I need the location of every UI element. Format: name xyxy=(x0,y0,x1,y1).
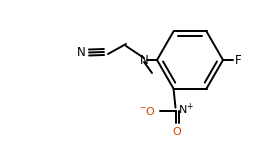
Text: N$^{+}$: N$^{+}$ xyxy=(178,102,193,117)
Text: N: N xyxy=(140,54,149,66)
Text: $^{-}$O: $^{-}$O xyxy=(139,105,156,117)
Text: O: O xyxy=(172,127,181,137)
Text: F: F xyxy=(235,54,242,66)
Text: N: N xyxy=(77,46,86,60)
